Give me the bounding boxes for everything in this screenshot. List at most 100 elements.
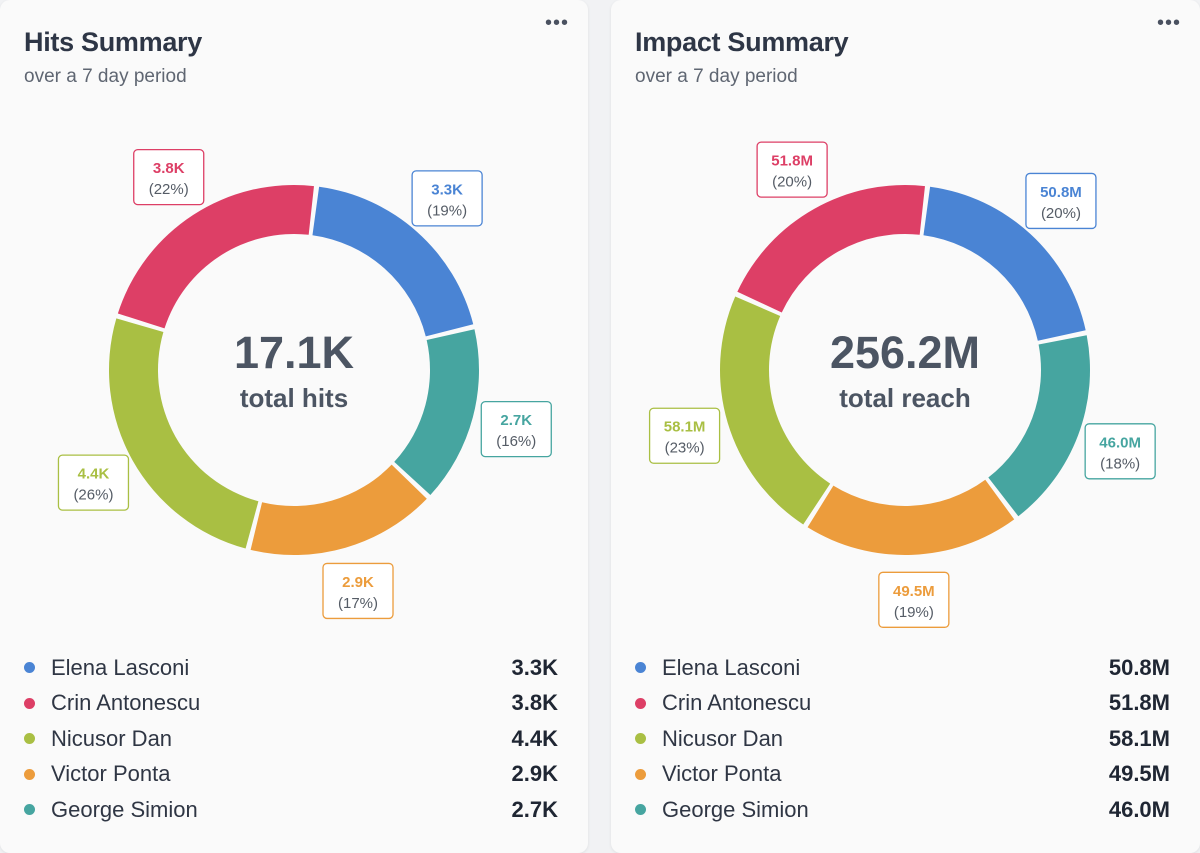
data-label-value: 2.7K xyxy=(500,412,532,429)
legend-name: Victor Ponta xyxy=(662,761,782,787)
legend-dot xyxy=(24,697,35,709)
hits-donut-chart: 17.1K total hits 3.3K (19%) 2.7K (16%) 2.9K (17… xyxy=(0,120,588,630)
legend-item-elena-lasconi[interactable]: Elena Lasconi 3.3K xyxy=(24,650,558,686)
data-label-box xyxy=(480,400,552,458)
legend-name: George Simion xyxy=(51,796,198,822)
data-label-value: 49.5M xyxy=(893,583,935,600)
donut-segment-nicusor-dan[interactable] xyxy=(720,296,831,525)
data-label-percent: (19%) xyxy=(427,202,467,219)
data-label-percent: (26%) xyxy=(73,487,113,504)
legend-value: 3.8K xyxy=(511,690,558,716)
data-label-percent: (17%) xyxy=(338,595,378,612)
donut-center-value: 17.1K xyxy=(234,327,355,378)
legend-name: Nicusor Dan xyxy=(51,725,173,751)
legend-value: 46.0M xyxy=(1108,796,1170,822)
legend-name: Elena Lasconi xyxy=(662,654,801,680)
donut-segment-george-simion[interactable] xyxy=(988,335,1090,517)
card-title: Impact Summary xyxy=(635,27,849,57)
legend-item-crin-antonescu[interactable]: Crin Antonescu 51.8M xyxy=(635,686,1170,722)
data-label-value: 3.3K xyxy=(431,181,463,198)
data-label-percent: (20%) xyxy=(772,174,812,191)
data-label-box xyxy=(411,170,483,227)
data-label-nicusor-dan: 4.4K (26%) xyxy=(57,454,130,511)
data-label-box xyxy=(322,562,394,620)
data-label-box xyxy=(648,407,721,464)
data-label-crin-antonescu: 51.8M (20%) xyxy=(756,141,828,198)
legend-item-victor-ponta[interactable]: Victor Ponta 49.5M xyxy=(635,757,1170,793)
legend-value: 2.7K xyxy=(511,796,558,822)
data-label-elena-lasconi: 50.8M (20%) xyxy=(1025,172,1097,230)
legend-name: Crin Antonescu xyxy=(662,690,812,716)
hits-donut-svg: 17.1K total hits 3.3K (19%) 2.7K (16%) 2.9K (17… xyxy=(57,148,552,620)
donut-segment-elena-lasconi[interactable] xyxy=(312,186,474,337)
data-label-value: 2.9K xyxy=(342,574,374,591)
data-label-george-simion: 2.7K (16%) xyxy=(480,400,552,458)
legend-value: 58.1M xyxy=(1108,725,1170,751)
data-label-victor-ponta: 49.5M (19%) xyxy=(878,571,950,628)
legend-name: Nicusor Dan xyxy=(662,725,784,751)
data-label-box xyxy=(133,148,205,206)
data-label-box xyxy=(878,571,950,628)
legend-item-nicusor-dan[interactable]: Nicusor Dan 58.1M xyxy=(635,721,1170,757)
legend-value: 50.8M xyxy=(1108,654,1170,680)
data-label-crin-antonescu: 3.8K (22%) xyxy=(133,148,205,206)
data-label-box xyxy=(756,141,828,198)
donut-center-label: total reach xyxy=(839,383,971,413)
card-subtitle: over a 7 day period xyxy=(635,66,798,87)
data-label-percent: (20%) xyxy=(1041,205,1081,222)
legend-item-victor-ponta[interactable]: Victor Ponta 2.9K xyxy=(24,757,558,793)
legend-dot xyxy=(24,662,35,674)
donut-center-value: 256.2M xyxy=(830,327,980,378)
legend-dot xyxy=(635,804,646,816)
more-options-icon[interactable]: ••• xyxy=(544,12,569,34)
data-label-percent: (19%) xyxy=(894,604,934,621)
impact-legend: Elena Lasconi 50.8M Crin Antonescu 51.8M… xyxy=(635,650,1170,828)
legend-item-crin-antonescu[interactable]: Crin Antonescu 3.8K xyxy=(24,686,558,722)
data-label-george-simion: 46.0M (18%) xyxy=(1084,423,1156,480)
data-label-value: 58.1M xyxy=(664,419,706,436)
data-label-box xyxy=(57,454,130,511)
legend-item-nicusor-dan[interactable]: Nicusor Dan 4.4K xyxy=(24,721,558,757)
legend-name: Crin Antonescu xyxy=(51,690,201,716)
hits-summary-card: Hits Summary over a 7 day period ••• 17.… xyxy=(0,0,588,853)
data-label-value: 4.4K xyxy=(78,466,110,483)
donut-segment-victor-ponta[interactable] xyxy=(807,479,1015,555)
data-label-value: 51.8M xyxy=(771,153,813,170)
data-label-box xyxy=(1025,172,1097,230)
legend-value: 3.3K xyxy=(511,654,558,680)
impact-donut-svg: 256.2M total reach 50.8M (20%) 46.0M (18%) 49.… xyxy=(648,141,1156,628)
more-options-icon[interactable]: ••• xyxy=(1156,12,1181,34)
legend-name: Elena Lasconi xyxy=(51,654,190,680)
data-label-percent: (18%) xyxy=(1100,455,1140,472)
donut-segment-elena-lasconi[interactable] xyxy=(923,186,1086,341)
data-label-victor-ponta: 2.9K (17%) xyxy=(322,562,394,620)
data-label-nicusor-dan: 58.1M (23%) xyxy=(648,407,721,464)
impact-summary-card: Impact Summary over a 7 day period ••• 2… xyxy=(611,0,1200,853)
impact-donut-chart: 256.2M total reach 50.8M (20%) 46.0M (18%) 49.… xyxy=(611,120,1199,630)
donut-segment-nicusor-dan[interactable] xyxy=(108,318,259,549)
donut-center-label: total hits xyxy=(240,383,348,413)
data-label-percent: (16%) xyxy=(496,433,536,450)
donut-segment-george-simion[interactable] xyxy=(394,329,480,496)
legend-dot xyxy=(24,768,35,780)
legend-item-george-simion[interactable]: George Simion 2.7K xyxy=(24,792,558,828)
legend-value: 51.8M xyxy=(1108,690,1170,716)
card-title: Hits Summary xyxy=(24,27,202,57)
donut-segment-crin-antonescu[interactable] xyxy=(117,184,314,329)
legend-value: 49.5M xyxy=(1108,761,1170,787)
hits-legend: Elena Lasconi 3.3K Crin Antonescu 3.8K N… xyxy=(24,650,558,828)
legend-dot xyxy=(24,733,35,745)
data-label-percent: (22%) xyxy=(149,181,189,198)
data-label-box xyxy=(1084,423,1156,480)
data-label-value: 50.8M xyxy=(1040,184,1082,201)
data-label-percent: (23%) xyxy=(665,440,705,457)
legend-value: 2.9K xyxy=(511,761,558,787)
data-label-value: 46.0M xyxy=(1099,434,1141,451)
data-label-elena-lasconi: 3.3K (19%) xyxy=(411,170,483,227)
donut-segment-crin-antonescu[interactable] xyxy=(737,184,925,313)
legend-item-george-simion[interactable]: George Simion 46.0M xyxy=(635,792,1170,828)
legend-value: 4.4K xyxy=(511,725,558,751)
donut-segment-victor-ponta[interactable] xyxy=(250,464,427,555)
legend-item-elena-lasconi[interactable]: Elena Lasconi 50.8M xyxy=(635,650,1170,686)
legend-name: George Simion xyxy=(662,796,809,822)
